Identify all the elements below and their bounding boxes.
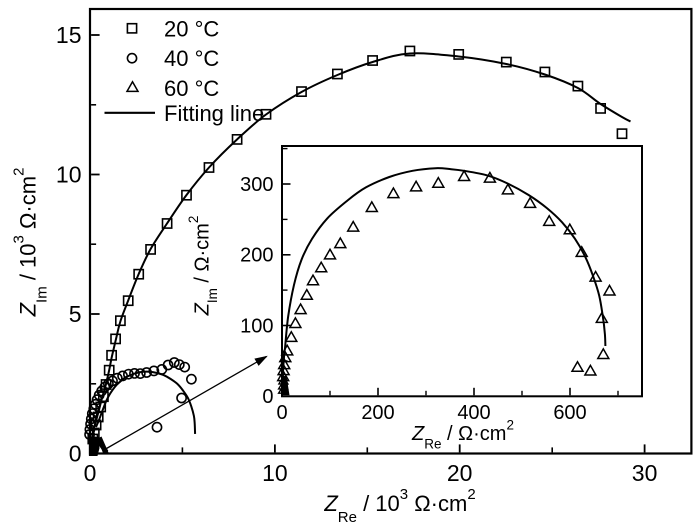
svg-text:Fitting line: Fitting line (164, 101, 264, 126)
svg-text:10: 10 (262, 460, 288, 486)
svg-text:100: 100 (240, 315, 273, 337)
svg-text:10: 10 (56, 161, 82, 187)
svg-text:200: 200 (240, 245, 273, 267)
svg-text:0: 0 (84, 460, 97, 486)
svg-text:20 °C: 20 °C (164, 16, 219, 41)
svg-text:0: 0 (262, 386, 273, 408)
svg-text:30: 30 (632, 460, 658, 486)
svg-text:60 °C: 60 °C (164, 76, 219, 101)
svg-text:ZRe / 103 Ω·cm2: ZRe / 103 Ω·cm2 (323, 486, 475, 526)
svg-text:ZRe / Ω·cm2: ZRe / Ω·cm2 (411, 418, 514, 452)
svg-text:40 °C: 40 °C (164, 46, 219, 71)
svg-text:200: 200 (361, 402, 394, 424)
svg-text:300: 300 (240, 174, 273, 196)
svg-text:ZIm / Ω·cm2: ZIm / Ω·cm2 (186, 216, 220, 317)
svg-text:600: 600 (553, 402, 586, 424)
svg-text:0: 0 (276, 402, 287, 424)
svg-text:5: 5 (69, 301, 82, 327)
svg-text:0: 0 (69, 440, 82, 466)
svg-text:15: 15 (56, 22, 82, 48)
svg-text:20: 20 (447, 460, 473, 486)
svg-text:400: 400 (457, 402, 490, 424)
svg-text:ZIm / 103 Ω·cm2: ZIm / 103 Ω·cm2 (11, 168, 51, 318)
